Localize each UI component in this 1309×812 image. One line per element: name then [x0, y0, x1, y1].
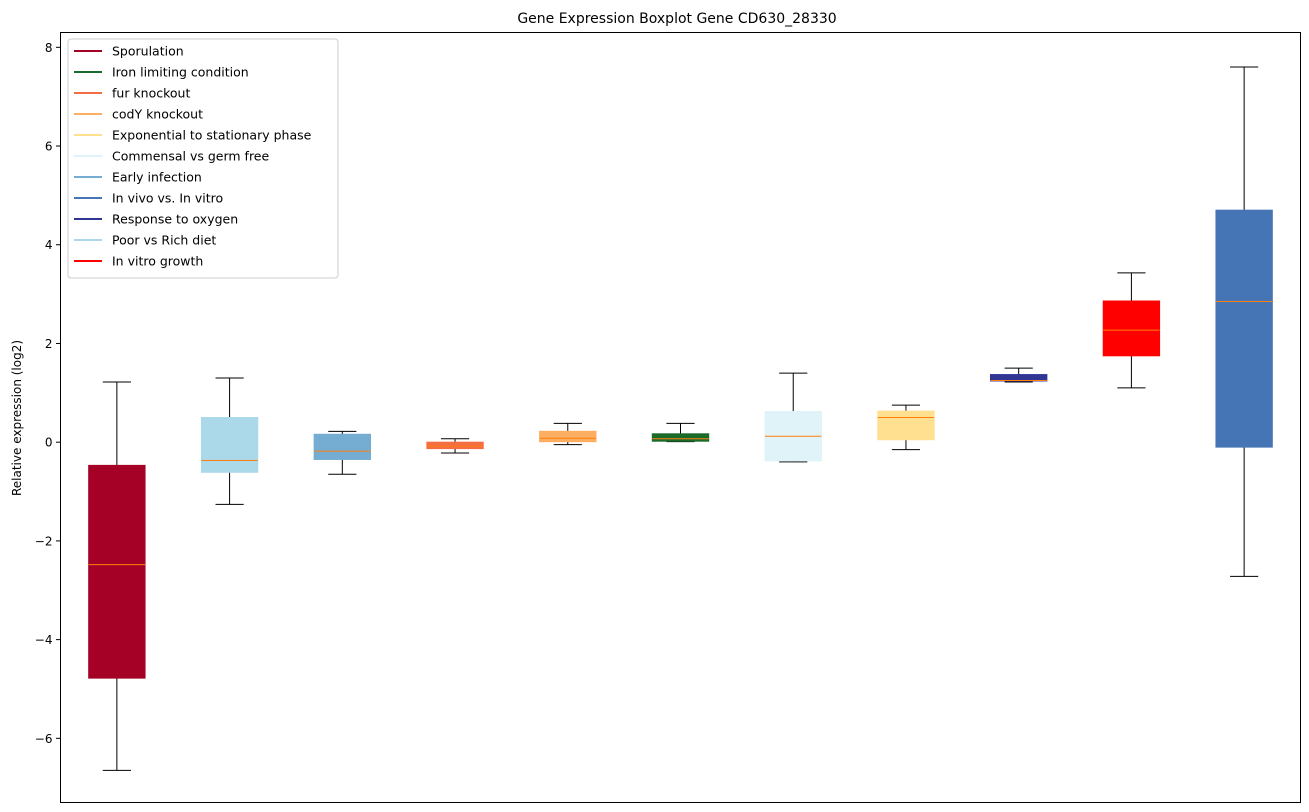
box-iqr	[426, 441, 484, 450]
box-in-vitro-growth	[1102, 272, 1161, 389]
box-iqr	[539, 430, 597, 443]
y-tick-label: −4	[35, 633, 53, 647]
box-commensal-vs-germ-free	[764, 372, 822, 463]
box-iqr	[1215, 209, 1273, 448]
box-in-vivo-vs-in-vitro	[1215, 66, 1273, 577]
legend-label: Poor vs Rich diet	[112, 233, 216, 248]
legend-label: Iron limiting condition	[112, 65, 249, 80]
y-tick-label: 8	[45, 41, 53, 55]
boxes-group	[88, 66, 1273, 771]
legend-label: Sporulation	[112, 44, 184, 59]
box-early-infection	[313, 430, 371, 475]
chart-title: Gene Expression Boxplot Gene CD630_28330	[517, 11, 836, 27]
box-iron-limiting-condition	[651, 422, 710, 443]
legend-item: In vivo vs. In vitro	[74, 191, 223, 206]
box-iqr	[200, 417, 259, 473]
y-axis-ticks: −6 −4 −2 0 2 4 6 8	[35, 41, 61, 746]
legend-item: fur knockout	[74, 86, 190, 101]
legend-item: Response to oxygen	[74, 212, 238, 227]
legend-label: In vitro growth	[112, 254, 203, 269]
plot-area-frame	[60, 32, 1301, 803]
y-axis-label: Relative expression (log2)	[10, 340, 24, 496]
y-tick-label: −6	[35, 732, 53, 746]
legend-label: Response to oxygen	[112, 212, 238, 227]
box-cody-knockout	[539, 422, 597, 446]
legend-label: In vivo vs. In vitro	[112, 191, 223, 206]
y-tick-label: 6	[45, 140, 53, 154]
legend-item: Exponential to stationary phase	[74, 128, 312, 143]
box-fur-knockout	[426, 438, 484, 454]
y-tick-label: 2	[45, 337, 53, 351]
legend-item: Iron limiting condition	[74, 65, 249, 80]
legend-label: Exponential to stationary phase	[112, 128, 312, 143]
legend-label: Commensal vs germ free	[112, 149, 269, 164]
box-iqr	[88, 464, 146, 679]
legend-item: Commensal vs germ free	[74, 149, 269, 164]
legend-label: codY knockout	[112, 107, 203, 122]
legend-item: codY knockout	[74, 107, 203, 122]
legend-item: In vitro growth	[74, 254, 203, 269]
legend-label: fur knockout	[112, 86, 190, 101]
legend-frame	[67, 38, 339, 279]
box-iqr	[1102, 300, 1161, 357]
box-iqr	[651, 433, 710, 442]
legend: Sporulation Iron limiting condition fur kn…	[67, 38, 339, 279]
y-tick-label: 4	[45, 238, 53, 252]
box-iqr	[877, 410, 935, 441]
legend-item: Early infection	[74, 170, 202, 185]
box-iqr	[313, 433, 371, 460]
y-tick-label: 0	[45, 436, 53, 450]
legend-item: Poor vs Rich diet	[74, 233, 216, 248]
box-poor-vs-rich-diet	[200, 377, 259, 505]
box-sporulation	[88, 381, 146, 771]
box-exponential-to-stationary-phase	[877, 404, 935, 451]
y-tick-label: −2	[35, 534, 53, 548]
legend-item: Sporulation	[74, 44, 184, 59]
legend-label: Early infection	[112, 170, 202, 185]
box-response-to-oxygen	[990, 367, 1048, 383]
